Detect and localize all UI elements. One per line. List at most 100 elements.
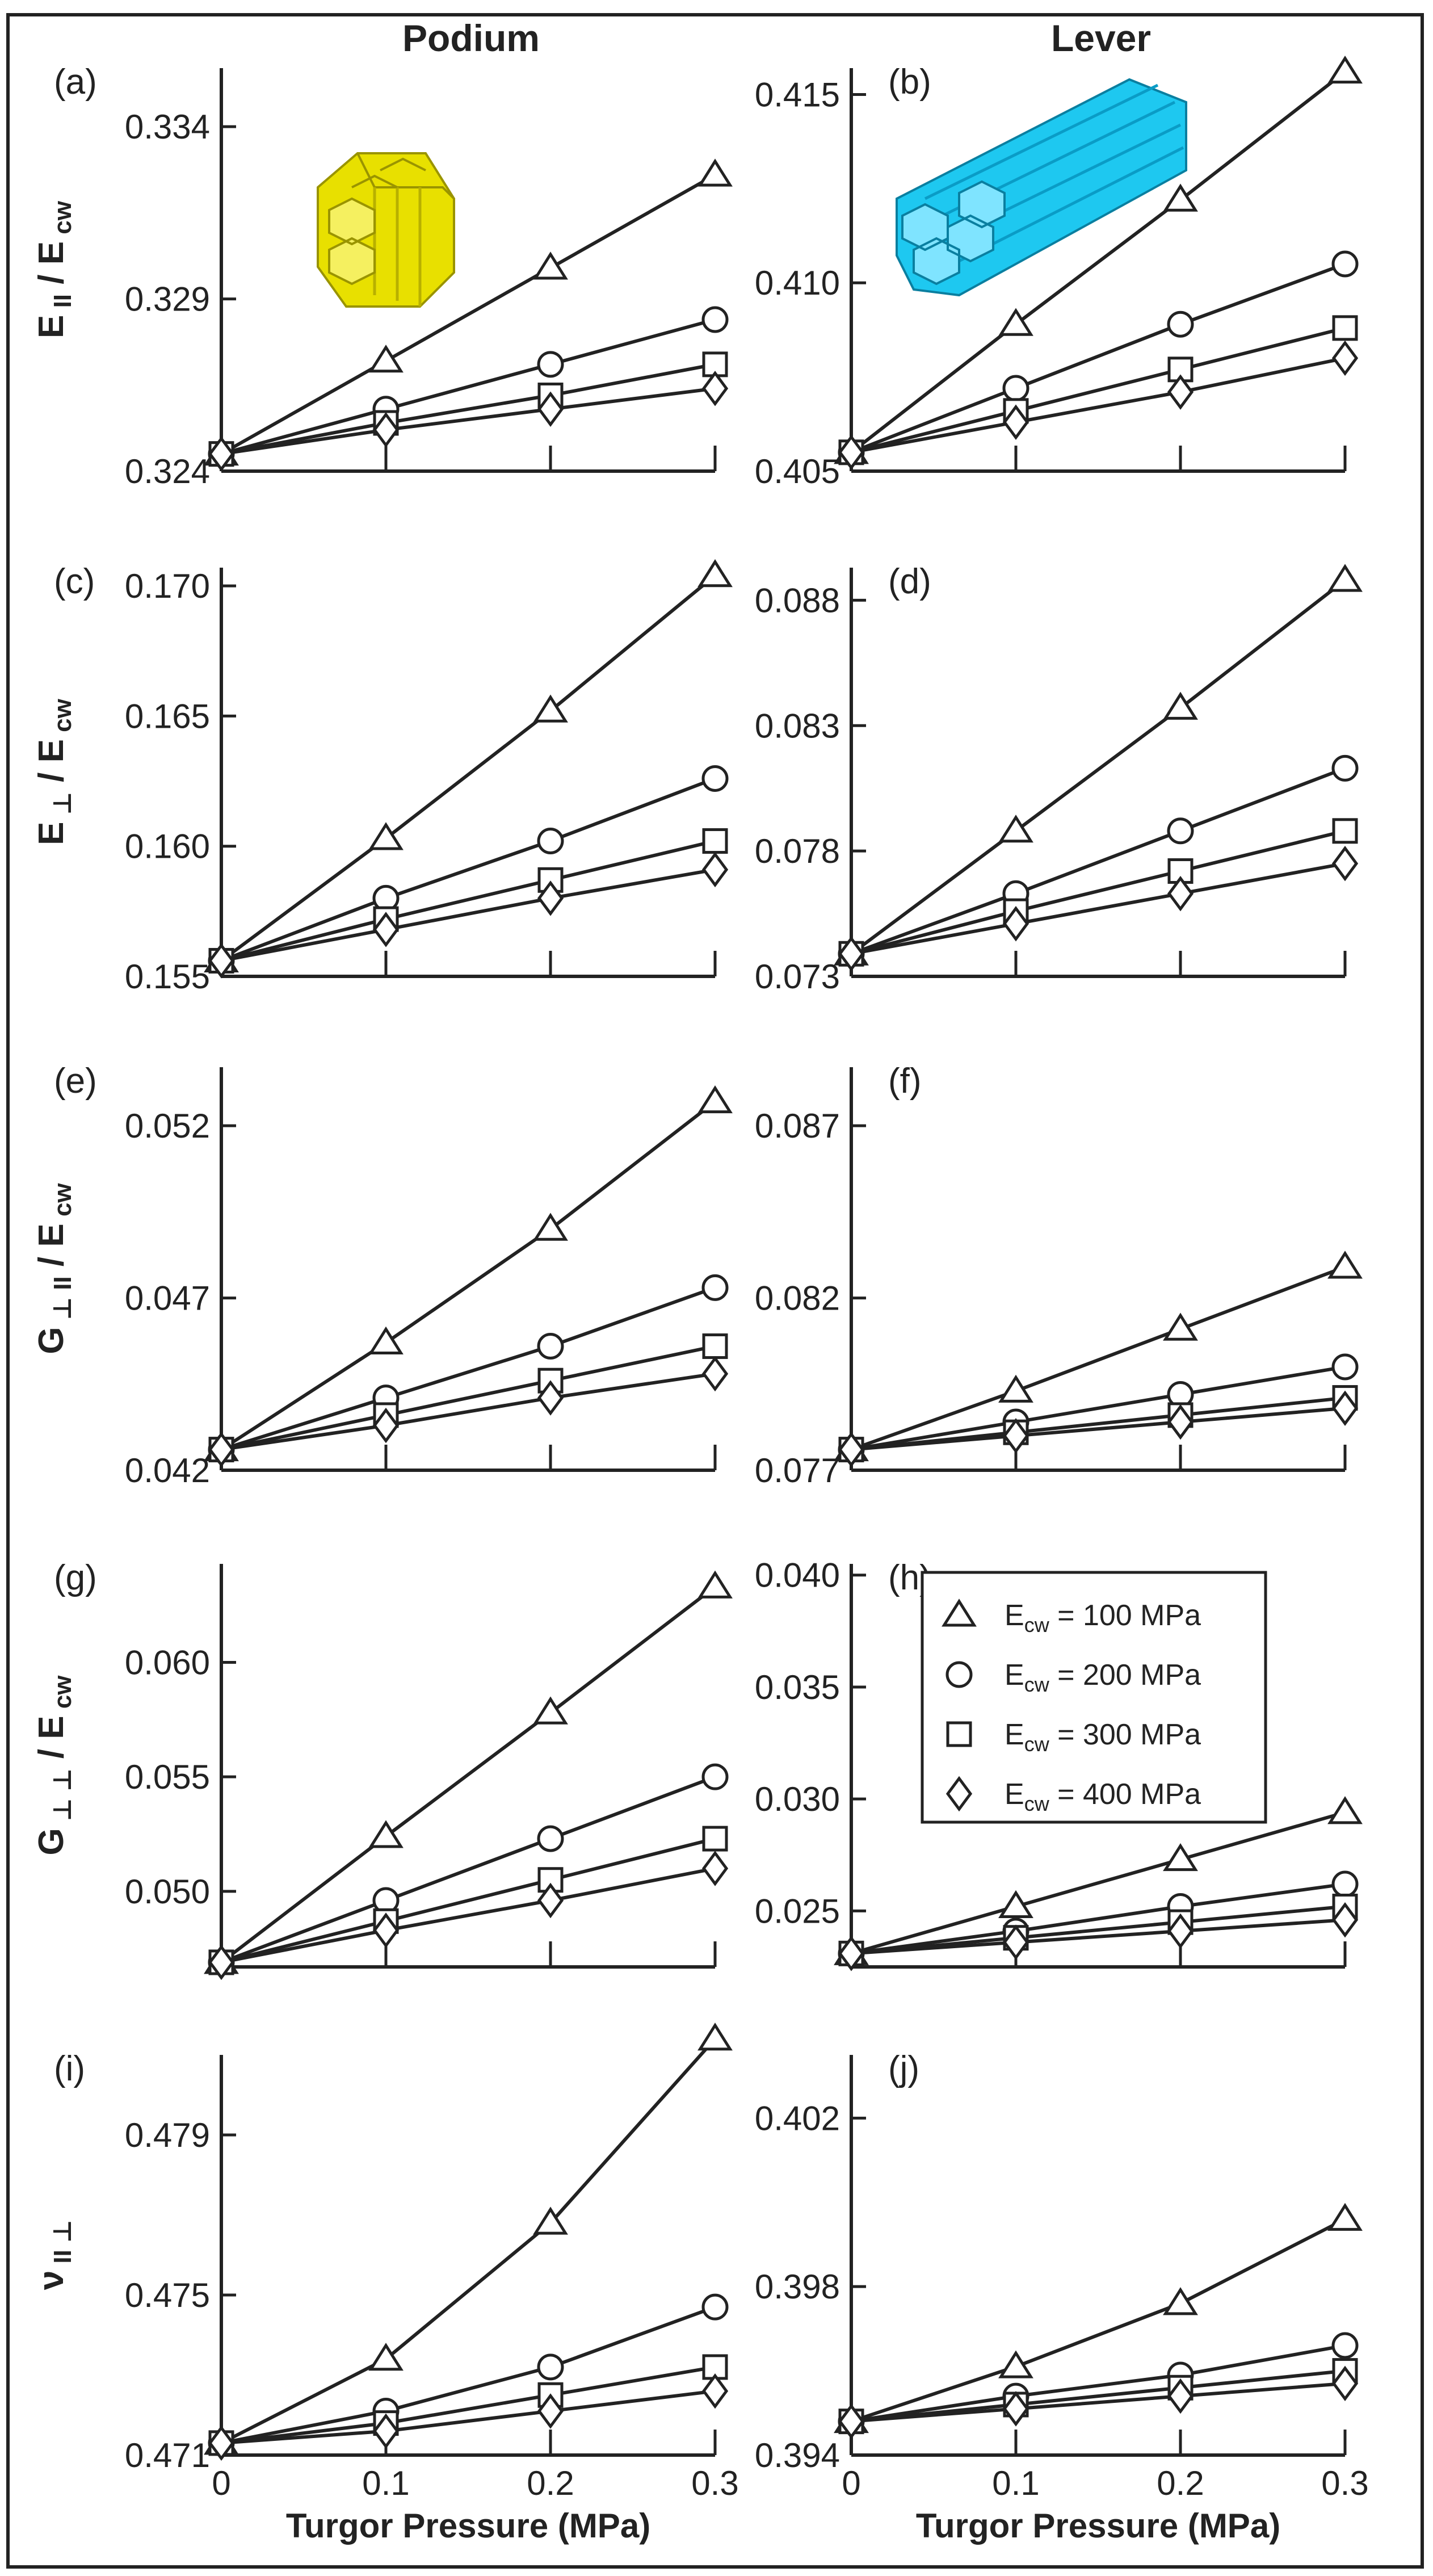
data-point-diamond: [701, 2373, 729, 2409]
data-point-circle: [701, 1274, 729, 1301]
panel-f: 0.077 0.082 0.087 (f): [755, 1062, 1363, 1490]
y-tick-label: 0.052: [125, 1107, 210, 1145]
data-point-square: [702, 1826, 728, 1852]
series-line-square: [221, 362, 716, 456]
y-tick-label: 0.088: [755, 581, 840, 619]
legend-marker-square: [946, 1721, 972, 1747]
y-tick-label: 0.035: [755, 1668, 840, 1706]
data-point-diamond: [1331, 1902, 1359, 1938]
data-point-triangle: [368, 2343, 404, 2371]
series-line-diamond: [221, 1866, 716, 1964]
podium-cell-bundle-inset: [317, 152, 455, 308]
data-point-circle: [537, 1825, 564, 1852]
x-tick-label: 0.2: [527, 2464, 574, 2502]
x-tick-label: 0: [212, 2464, 230, 2502]
series-line-diamond: [221, 1372, 716, 1451]
data-point-triangle: [697, 158, 733, 187]
data-point-triangle: [697, 2023, 733, 2051]
x-axis-label: Turgor Pressure (MPa): [286, 2507, 650, 2545]
data-point-triangle: [1163, 1843, 1198, 1872]
y-tick-label: 0.155: [125, 958, 210, 996]
data-point-circle: [537, 2353, 564, 2381]
series-line-triangle: [220, 2037, 717, 2445]
series-line-diamond: [221, 868, 716, 963]
legend-marker-diamond: [945, 1776, 973, 1812]
y-axis-label: ν II ⊥: [32, 2220, 77, 2290]
series-line-circle: [850, 766, 1346, 956]
series-line-diamond: [221, 387, 716, 456]
legend-box: [921, 1571, 1267, 1824]
y-tick-label: 0.475: [125, 2276, 210, 2314]
data-point-circle: [701, 765, 729, 792]
legend-marker-triangle: [942, 1599, 977, 1627]
y-tick-label: 0.050: [125, 1873, 210, 1911]
data-point-triangle: [368, 345, 404, 373]
panel-j: 0.394 0.398 0.402 0 0.1 0.2 0.3 Turgor Pressure…: [755, 2049, 1369, 2545]
data-point-diamond: [1331, 340, 1359, 376]
series-line-diamond: [851, 862, 1346, 956]
legend-marker-circle: [945, 1661, 973, 1688]
data-point-diamond: [372, 1912, 400, 1948]
y-tick-label: 0.077: [755, 1451, 840, 1490]
data-point-triangle: [533, 1696, 568, 1725]
x-tick-label: 0.2: [1157, 2464, 1204, 2502]
data-point-diamond: [1002, 906, 1029, 942]
lever-cell-bundle-inset: [896, 78, 1187, 297]
data-point-triangle: [998, 1890, 1033, 1918]
data-point-diamond: [1331, 1390, 1359, 1426]
x-tick-label: 0.3: [691, 2464, 738, 2502]
y-tick-label: 0.078: [755, 832, 840, 870]
y-tick-label: 0.170: [125, 567, 210, 605]
data-point-diamond: [372, 1407, 400, 1444]
panel-b: 0.405 0.410 0.415 (b): [755, 55, 1363, 490]
series-line-square: [851, 1396, 1346, 1451]
series-line-triangle: [220, 574, 716, 962]
data-point-diamond: [838, 1432, 865, 1467]
series-line-circle: [220, 1775, 716, 1964]
data-point-square: [1332, 315, 1358, 341]
data-point-diamond: [1002, 404, 1029, 440]
series-line-circle: [851, 1365, 1346, 1451]
series-line-diamond: [851, 1918, 1346, 1956]
y-axis-label: E II / E cw: [32, 200, 77, 338]
data-point-diamond: [701, 851, 729, 888]
y-axis-label: G ⊥ ⊥ / E cw: [32, 1675, 77, 1856]
x-axis-label: Turgor Pressure (MPa): [916, 2507, 1280, 2545]
data-point-diamond: [838, 1936, 865, 1971]
data-point-diamond: [537, 1380, 564, 1416]
data-point-triangle: [1327, 564, 1363, 592]
data-point-diamond: [208, 2425, 235, 2461]
data-point-diamond: [1167, 2378, 1194, 2414]
legend-entry-label: Ecw = 100 MPa: [1005, 1599, 1201, 1637]
panel-letter: (e): [54, 1062, 97, 1101]
series-line-triangle: [220, 173, 716, 456]
data-point-diamond: [208, 436, 235, 472]
panel-letter: (b): [888, 62, 931, 102]
data-point-diamond: [1167, 1913, 1194, 1949]
data-point-diamond: [701, 1356, 729, 1392]
data-point-circle: [1167, 817, 1194, 845]
data-point-diamond: [838, 2403, 865, 2439]
data-point-circle: [1167, 311, 1194, 338]
series-line-triangle: [850, 1265, 1346, 1451]
data-point-diamond: [1331, 2365, 1359, 2402]
data-point-triangle: [998, 308, 1033, 336]
series-line-triangle: [220, 1585, 716, 1964]
y-tick-label: 0.329: [125, 280, 210, 318]
y-tick-label: 0.471: [125, 2436, 210, 2474]
y-tick-label: 0.060: [125, 1643, 210, 1681]
series-line-square: [221, 1837, 716, 1964]
data-point-triangle: [1327, 55, 1363, 84]
y-tick-label: 0.042: [125, 1451, 210, 1490]
y-tick-label: 0.160: [125, 828, 210, 866]
data-point-triangle: [533, 1213, 568, 1241]
data-point-triangle: [533, 2206, 568, 2235]
series-line-circle: [220, 777, 716, 963]
y-tick-label: 0.087: [755, 1107, 840, 1145]
data-point-square: [1332, 818, 1358, 844]
data-point-diamond: [537, 391, 564, 427]
data-point-triangle: [998, 1374, 1033, 1403]
data-point-circle: [537, 351, 564, 378]
